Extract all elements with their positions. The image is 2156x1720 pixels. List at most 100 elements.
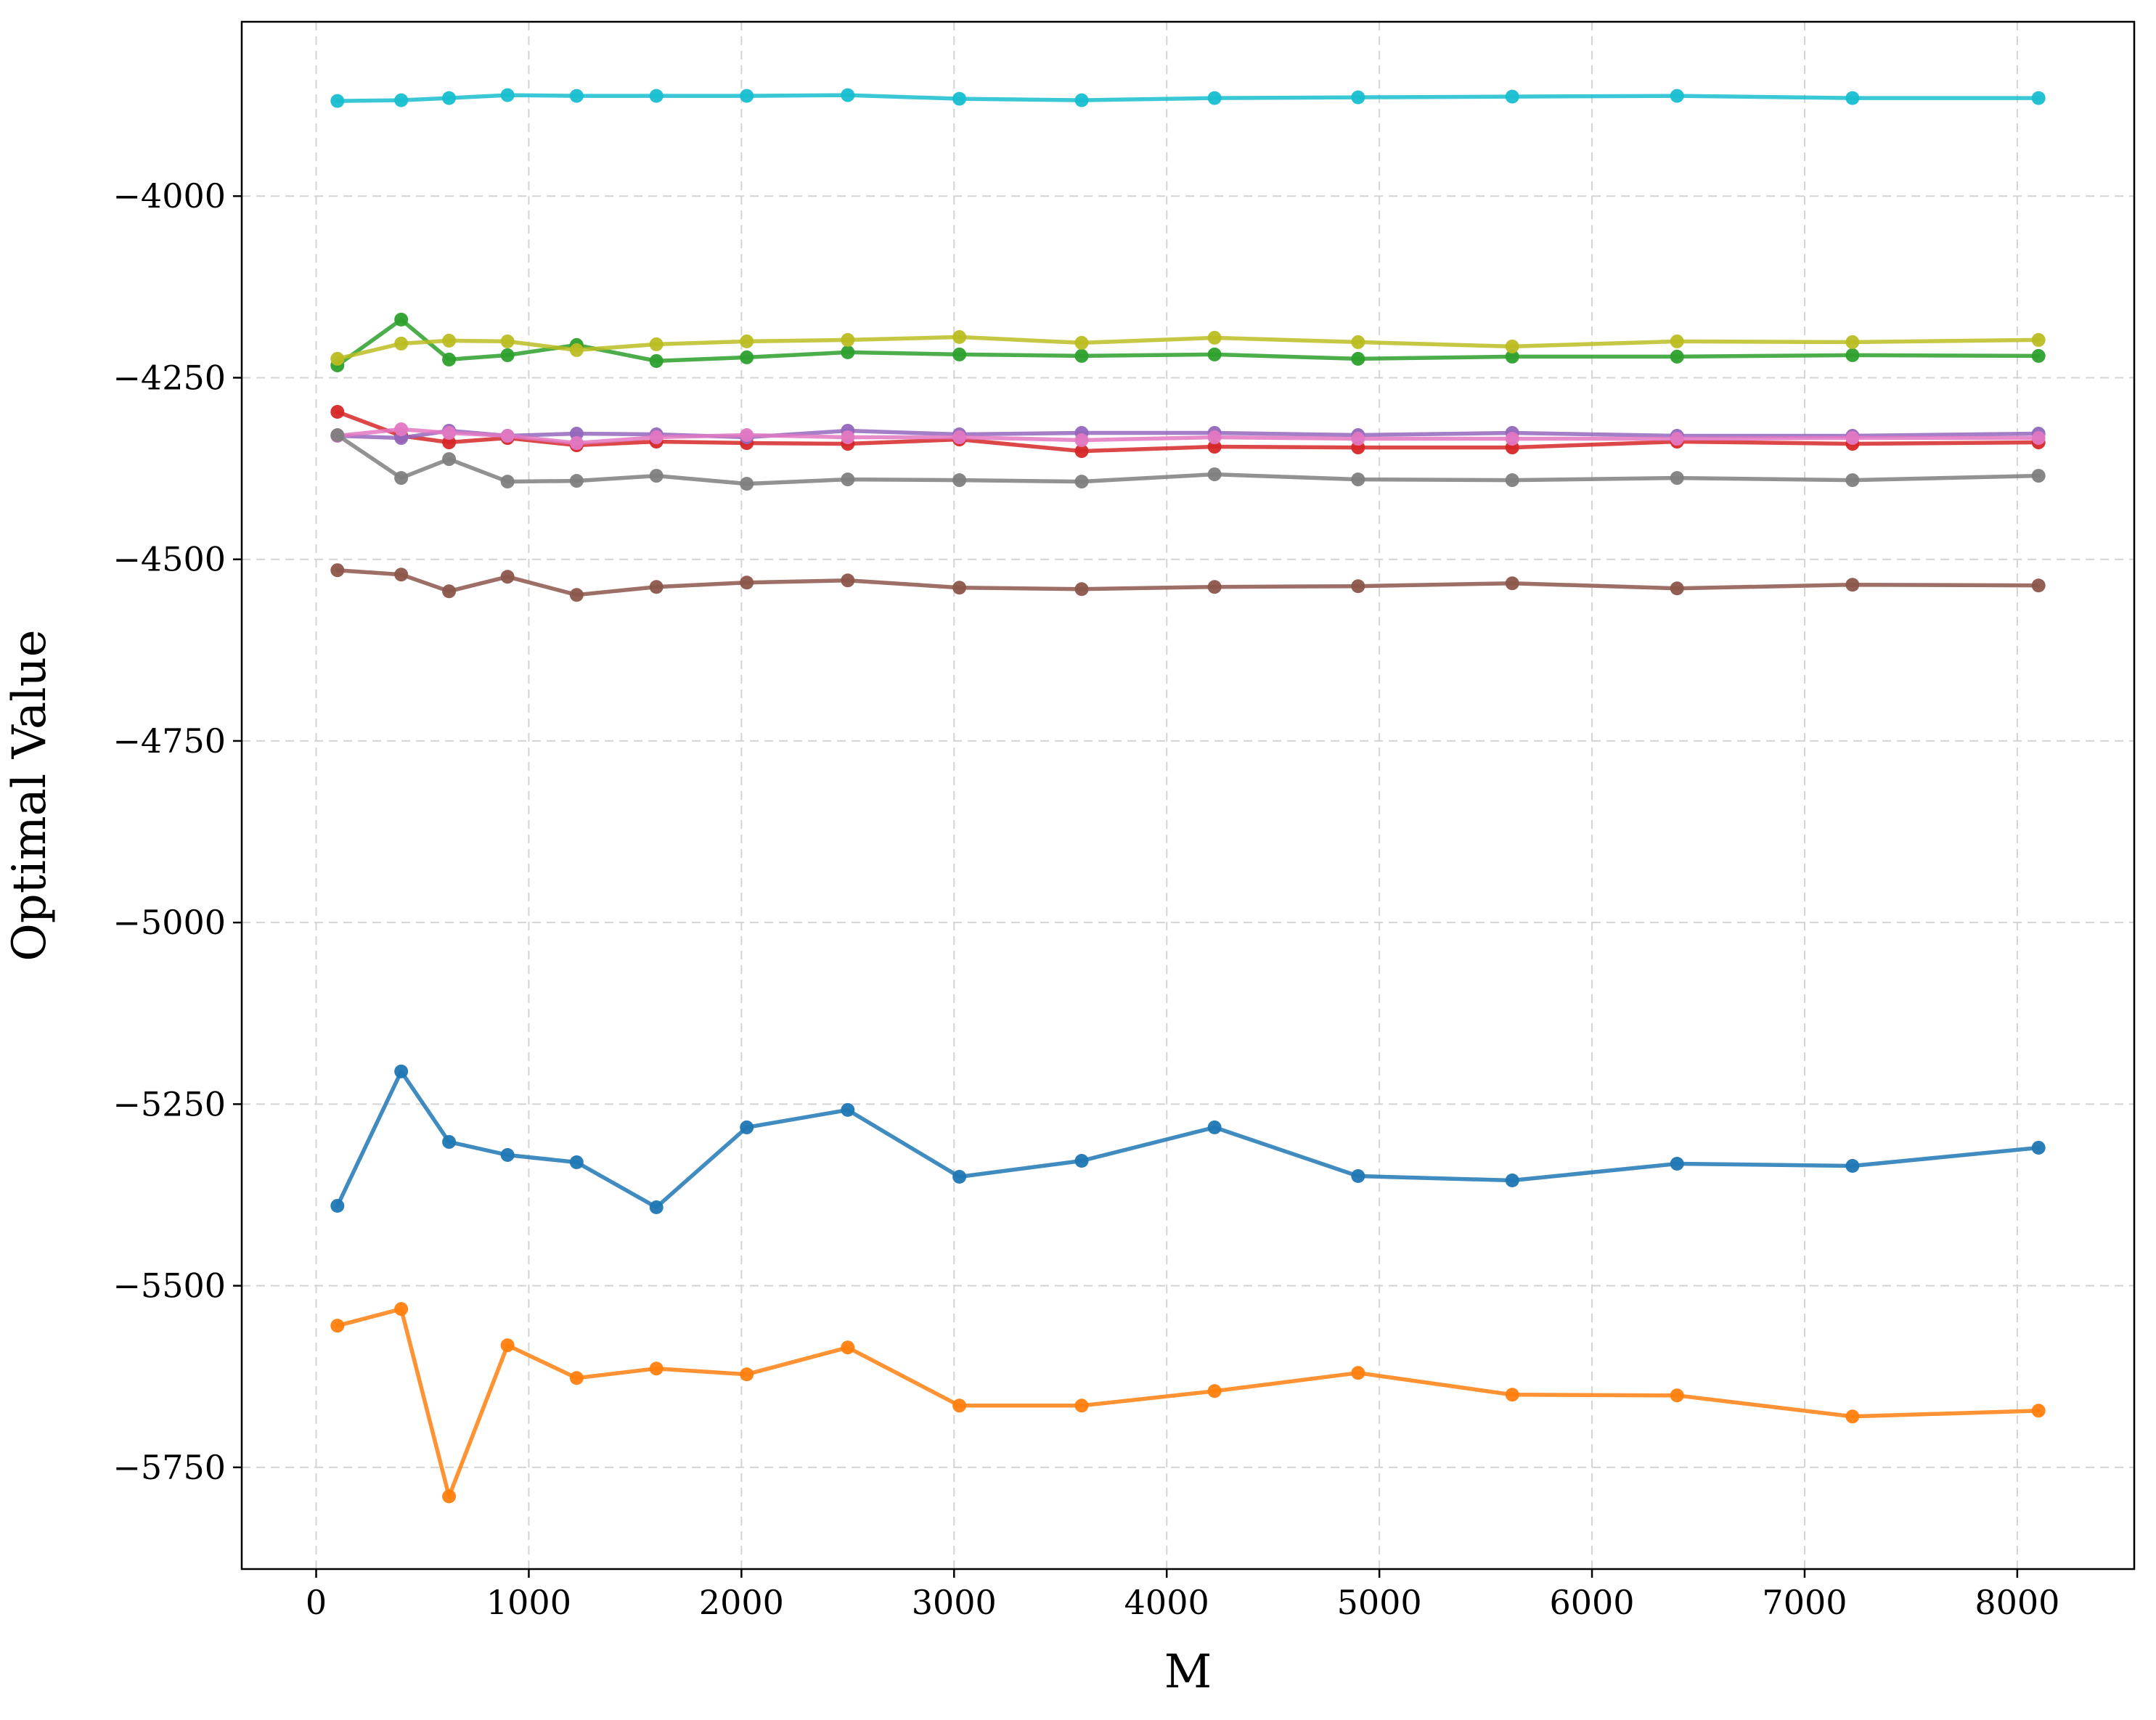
data-point xyxy=(569,343,584,357)
data-point xyxy=(1505,1388,1519,1402)
data-point xyxy=(952,473,967,488)
x-tick-label: 0 xyxy=(306,1583,327,1622)
data-point xyxy=(740,1120,754,1134)
data-point xyxy=(330,1199,345,1213)
data-point xyxy=(1207,467,1222,482)
data-point xyxy=(500,1338,515,1353)
data-point xyxy=(1670,581,1684,596)
series-line xyxy=(335,93,2041,103)
grid-layer xyxy=(242,22,2134,1569)
plot-frame xyxy=(240,20,2136,1570)
data-point xyxy=(740,1367,754,1382)
data-point xyxy=(1351,1366,1365,1380)
data-point xyxy=(500,334,515,348)
series-line xyxy=(335,1069,2041,1210)
data-point xyxy=(569,474,584,488)
data-point xyxy=(1074,348,1089,363)
data-point xyxy=(2031,91,2046,105)
data-point xyxy=(1505,349,1519,364)
y-tick-label: −4500 xyxy=(113,540,226,579)
data-point xyxy=(442,435,457,450)
series-10 xyxy=(330,88,2046,108)
tick-layer: 0 1000 2000 3000 4000 5000 6000 7000 8000 −4000 −4… xyxy=(113,176,2059,1622)
data-point xyxy=(1505,339,1519,353)
data-point xyxy=(841,1102,855,1117)
data-point xyxy=(841,88,855,102)
data-point xyxy=(649,1361,663,1376)
data-point xyxy=(952,91,967,106)
data-point xyxy=(1670,471,1684,486)
y-tick-label: −4250 xyxy=(113,358,226,397)
y-axis-label: Optimal Value xyxy=(3,629,57,961)
data-point xyxy=(1505,576,1519,591)
data-point xyxy=(442,1134,457,1149)
data-point xyxy=(330,1319,345,1333)
data-point xyxy=(1670,1156,1684,1171)
data-point xyxy=(1670,334,1684,348)
data-point xyxy=(2031,431,2046,446)
data-point xyxy=(1505,473,1519,488)
data-point xyxy=(1845,91,1860,105)
series-line xyxy=(335,335,2041,361)
data-point xyxy=(841,573,855,588)
data-point xyxy=(1074,335,1089,350)
data-point xyxy=(1074,582,1089,597)
data-point xyxy=(394,312,409,327)
data-point xyxy=(2031,1140,2046,1155)
data-point xyxy=(394,471,409,486)
data-point xyxy=(649,430,663,445)
data-point xyxy=(1845,335,1860,349)
data-point xyxy=(500,429,515,443)
data-point xyxy=(1670,349,1684,364)
data-point xyxy=(1351,579,1365,594)
series-9 xyxy=(330,329,2046,366)
y-tick-label: −4000 xyxy=(113,176,226,216)
x-tick-label: 1000 xyxy=(486,1583,571,1622)
data-point xyxy=(1351,335,1365,349)
data-point xyxy=(500,475,515,489)
data-point xyxy=(394,1302,409,1316)
data-point xyxy=(1845,348,1860,362)
data-point xyxy=(649,89,663,103)
data-point xyxy=(569,588,584,602)
data-point xyxy=(2031,578,2046,593)
data-point xyxy=(952,430,967,445)
series-line xyxy=(335,317,2041,368)
data-point xyxy=(442,452,457,467)
x-tick-label: 3000 xyxy=(912,1583,997,1622)
data-point xyxy=(442,584,457,599)
x-tick-label: 6000 xyxy=(1550,1583,1635,1622)
y-tick-label: −4750 xyxy=(113,721,226,761)
data-point xyxy=(1074,444,1089,459)
data-point xyxy=(1074,1398,1089,1413)
data-point xyxy=(649,337,663,351)
y-tick-label: −5000 xyxy=(113,903,226,942)
data-point xyxy=(1845,431,1860,446)
data-point xyxy=(394,336,409,351)
data-point xyxy=(841,472,855,487)
data-point xyxy=(1074,475,1089,489)
y-tick-label: −5750 xyxy=(113,1448,226,1487)
data-point xyxy=(649,469,663,483)
data-point xyxy=(952,1169,967,1184)
data-point xyxy=(952,347,967,361)
data-point xyxy=(1351,432,1365,446)
data-point xyxy=(649,580,663,594)
series-line xyxy=(335,433,2041,486)
data-point xyxy=(500,88,515,102)
data-point xyxy=(569,436,584,451)
x-axis-label: M xyxy=(1164,1645,1212,1699)
y-tick-label: −5500 xyxy=(113,1266,226,1306)
data-point xyxy=(952,329,967,344)
data-point xyxy=(841,332,855,347)
data-point xyxy=(1207,440,1222,454)
data-point xyxy=(1207,330,1222,345)
data-point xyxy=(330,351,345,366)
data-point xyxy=(1207,347,1222,361)
data-point xyxy=(500,1147,515,1162)
data-point xyxy=(1505,89,1519,104)
data-point xyxy=(740,89,754,103)
x-tick-label: 7000 xyxy=(1762,1583,1847,1622)
y-tick-label: −5250 xyxy=(113,1084,226,1123)
data-point xyxy=(2031,348,2046,363)
